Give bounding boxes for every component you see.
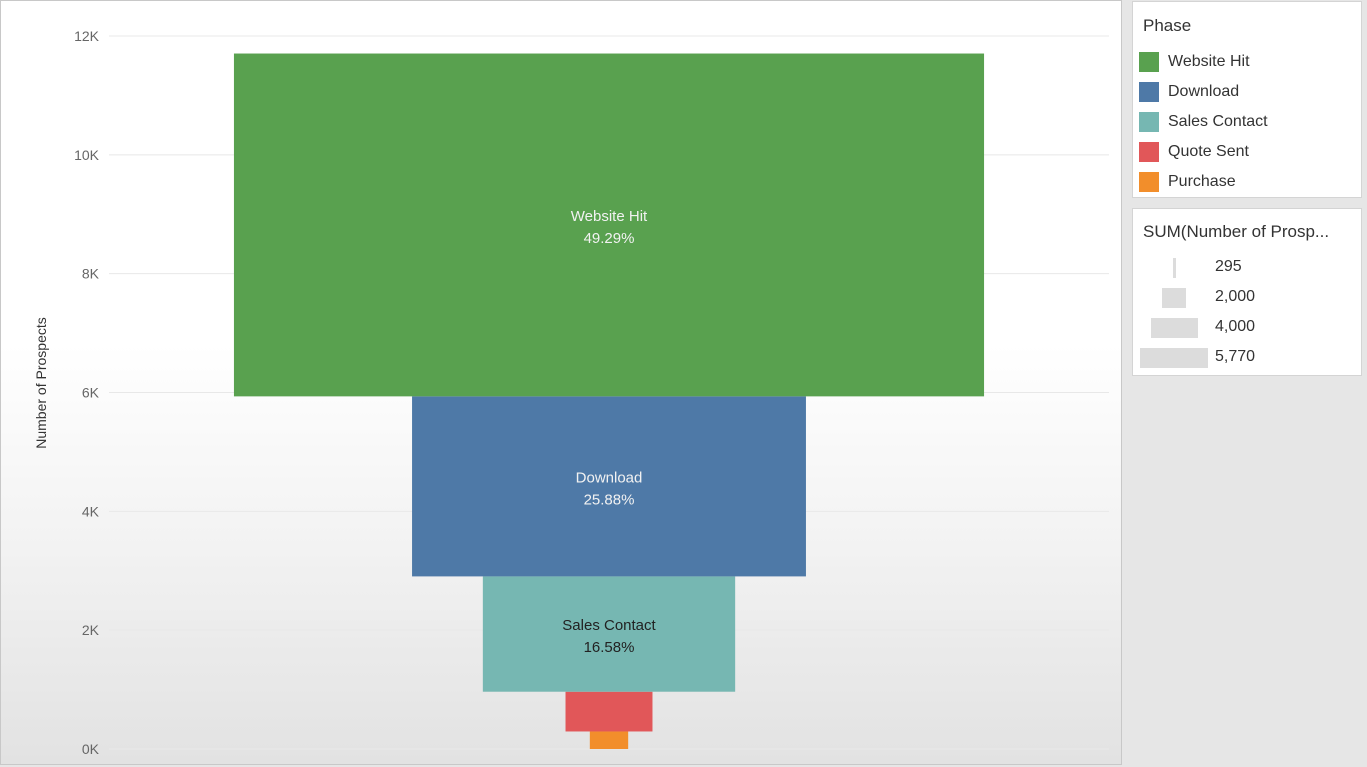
legend-label: Quote Sent xyxy=(1168,143,1249,160)
legend-swatch xyxy=(1139,82,1159,102)
legend-label: Download xyxy=(1168,83,1240,100)
size-legend: SUM(Number of Prosp... 295 2,000 4,000 5,77… xyxy=(1132,208,1362,376)
size-legend-bar xyxy=(1140,348,1208,368)
segment-name-label: Sales Contact xyxy=(562,617,656,634)
legend-item-download[interactable]: Download xyxy=(1139,81,1239,103)
legend-item-quote-sent[interactable]: Quote Sent xyxy=(1139,141,1249,163)
legend-label: Website Hit xyxy=(1168,53,1250,70)
legend-label: Sales Contact xyxy=(1168,113,1268,130)
funnel-segment-sales-contact[interactable] xyxy=(482,576,736,692)
phase-legend-title: Phase xyxy=(1143,16,1192,35)
legend-item-purchase[interactable]: Purchase xyxy=(1139,171,1236,193)
y-axis-label: Number of Prospects xyxy=(33,317,49,449)
y-tick-label: 0K xyxy=(82,741,100,757)
size-legend-item: 295 xyxy=(1133,256,1359,280)
size-legend-bar xyxy=(1162,288,1186,308)
y-tick-label: 12K xyxy=(74,28,100,44)
y-tick-label: 6K xyxy=(82,385,100,401)
y-tick-label: 8K xyxy=(82,266,100,282)
segment-labels: Website Hit 49.29% Download 25.88% Sales Con… xyxy=(562,208,656,656)
size-legend-bar xyxy=(1150,318,1198,338)
size-legend-item: 5,770 xyxy=(1133,346,1359,370)
size-legend-item: 2,000 xyxy=(1133,286,1359,310)
y-tick-label: 4K xyxy=(82,503,100,519)
size-legend-label: 295 xyxy=(1215,258,1242,275)
legend-swatch xyxy=(1139,52,1159,72)
funnel-segment-website-hit[interactable] xyxy=(233,53,985,397)
size-legend-label: 5,770 xyxy=(1215,348,1256,365)
legend-item-website-hit[interactable]: Website Hit xyxy=(1139,51,1250,73)
segment-percent-label: 16.58% xyxy=(584,639,635,656)
y-tick-label: 2K xyxy=(82,622,100,638)
size-legend-bar xyxy=(1172,258,1176,278)
legend-label: Purchase xyxy=(1168,173,1236,190)
segment-name-label: Download xyxy=(576,469,643,486)
legend-swatch xyxy=(1139,112,1159,132)
funnel-segment-purchase[interactable] xyxy=(589,731,629,749)
legend-swatch xyxy=(1139,142,1159,162)
funnel-segment-download[interactable] xyxy=(412,396,806,577)
size-legend-label: 4,000 xyxy=(1215,318,1256,335)
legend-swatch xyxy=(1139,172,1159,192)
funnel-segment-quote-sent[interactable] xyxy=(565,691,653,732)
chart-panel: 0K 2K 4K 6K 8K 10K 12K Website Hit 49.29% Downlo… xyxy=(0,0,1122,765)
size-legend-item: 4,000 xyxy=(1133,316,1359,340)
y-tick-label: 10K xyxy=(74,147,100,163)
y-axis-ticks: 0K 2K 4K 6K 8K 10K 12K xyxy=(74,28,100,757)
size-legend-label: 2,000 xyxy=(1215,288,1256,305)
segment-name-label: Website Hit xyxy=(571,208,648,225)
phase-legend: Phase Website Hit Download Sales Contact Qu… xyxy=(1132,1,1362,198)
funnel-chart: 0K 2K 4K 6K 8K 10K 12K Website Hit 49.29% Downlo… xyxy=(33,28,1109,757)
funnel-segments xyxy=(233,53,985,749)
segment-percent-label: 49.29% xyxy=(584,230,635,247)
size-legend-title: SUM(Number of Prosp... xyxy=(1143,222,1330,241)
legend-item-sales-contact[interactable]: Sales Contact xyxy=(1139,111,1268,133)
segment-percent-label: 25.88% xyxy=(584,491,635,508)
